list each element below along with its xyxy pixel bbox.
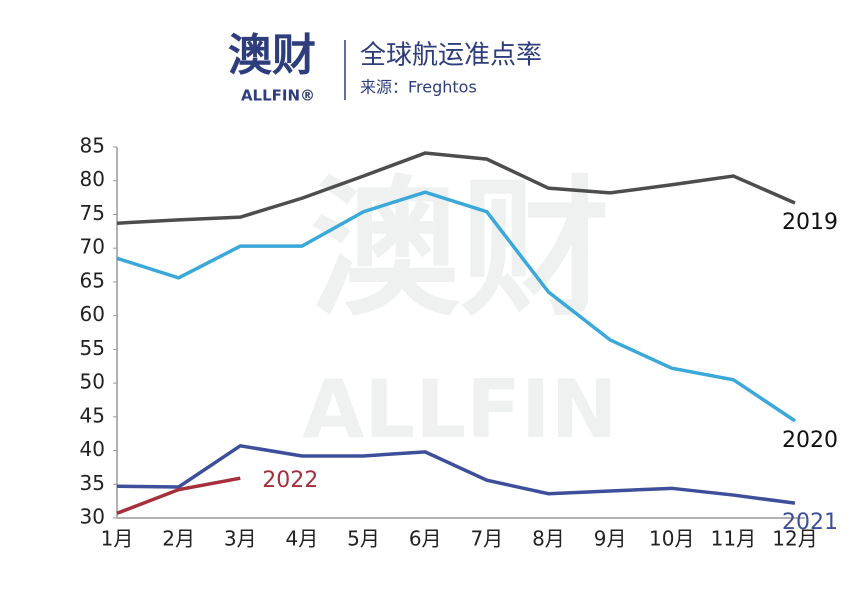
y-tick-label: 50 <box>80 370 105 394</box>
watermark: 澳财 <box>310 163 610 337</box>
x-tick-label: 11月 <box>711 527 756 551</box>
x-tick-label: 5月 <box>347 527 380 551</box>
x-tick-label: 1月 <box>101 527 134 551</box>
y-tick-label: 60 <box>80 302 105 326</box>
x-tick-label: 7月 <box>470 527 503 551</box>
y-tick-label: 40 <box>80 437 105 461</box>
x-tick-label: 3月 <box>224 527 257 551</box>
chart-subtitle: 来源：Freghtos <box>360 78 477 97</box>
series-line <box>116 151 796 225</box>
series-line <box>116 190 796 423</box>
x-tick-label: 10月 <box>649 527 694 551</box>
series-label: 2019 <box>782 210 838 235</box>
y-tick-label: 75 <box>80 201 105 225</box>
y-tick-label: 55 <box>80 336 105 360</box>
y-tick-label: 30 <box>80 505 105 529</box>
x-tick-label: 6月 <box>409 527 442 551</box>
series-label: 2021 <box>782 510 838 535</box>
x-tick-label: 4月 <box>286 527 319 551</box>
chart-title: 全球航运准点率 <box>360 41 542 71</box>
series-line <box>116 443 796 505</box>
series-line <box>116 476 241 515</box>
logo-sub: ALLFIN® <box>241 87 315 105</box>
series-label: 2022 <box>262 468 318 493</box>
x-tick-label: 9月 <box>594 527 627 551</box>
series-label: 2020 <box>782 428 838 453</box>
y-tick-label: 85 <box>80 134 105 158</box>
x-tick-label: 12月 <box>772 527 817 551</box>
y-tick-label: 45 <box>80 403 105 427</box>
logo: 澳财 <box>228 30 316 81</box>
y-tick-label: 80 <box>80 167 105 191</box>
y-tick-label: 70 <box>80 235 105 259</box>
x-tick-label: 8月 <box>532 527 565 551</box>
y-tick-label: 35 <box>80 471 105 495</box>
y-tick-label: 65 <box>80 268 105 292</box>
watermark: ALLFIN <box>302 363 617 456</box>
x-tick-label: 2月 <box>162 527 195 551</box>
